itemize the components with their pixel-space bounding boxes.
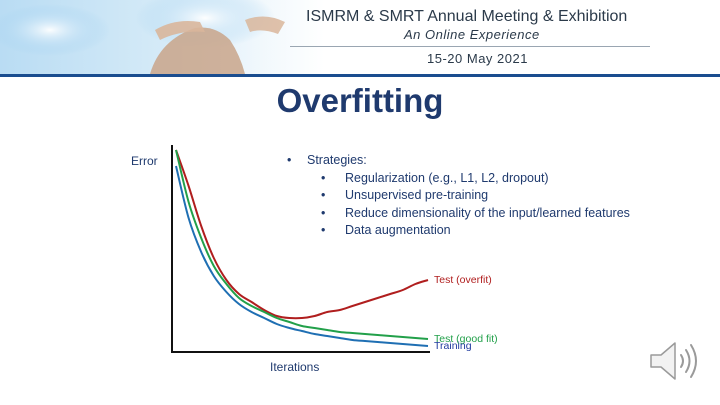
- conference-dates: 15-20 May 2021: [427, 51, 528, 66]
- banner-divider: [290, 46, 650, 47]
- bullet-dot: •: [321, 205, 326, 220]
- series-line-1: [175, 149, 429, 340]
- bullet-dot: •: [287, 153, 292, 167]
- conference-subtitle: An Online Experience: [404, 27, 540, 42]
- bullet-dot: •: [321, 188, 326, 202]
- x-axis-label: Iterations: [270, 360, 320, 374]
- series-label-2: Training: [434, 340, 472, 352]
- series-label-0: Test (overfit): [434, 274, 492, 286]
- conference-banner: ISMRM & SMRT Annual Meeting & Exhibition…: [0, 0, 720, 77]
- bullet-item-text: Reduce dimensionality of the input/learn…: [345, 205, 630, 220]
- series-line-0: [175, 149, 429, 320]
- bullet-dot: •: [321, 170, 326, 185]
- bullet-item-text: Unsupervised pre-training: [345, 188, 489, 202]
- series-line-2: [175, 165, 429, 347]
- series-label-1: Test (good fit): [434, 333, 498, 345]
- bullet-item-text: Regularization (e.g., L1, L2, dropout): [345, 170, 549, 185]
- speaker-icon[interactable]: [645, 336, 705, 386]
- conference-title: ISMRM & SMRT Annual Meeting & Exhibition: [306, 8, 628, 25]
- bullet-dot: •: [321, 223, 326, 237]
- y-axis-label: Error: [131, 154, 158, 168]
- banner-artwork: [0, 0, 300, 74]
- bullet-item-text: Data augmentation: [345, 223, 451, 237]
- bullet-heading-text: Strategies:: [307, 153, 367, 167]
- slide-title: Overfitting: [276, 82, 444, 119]
